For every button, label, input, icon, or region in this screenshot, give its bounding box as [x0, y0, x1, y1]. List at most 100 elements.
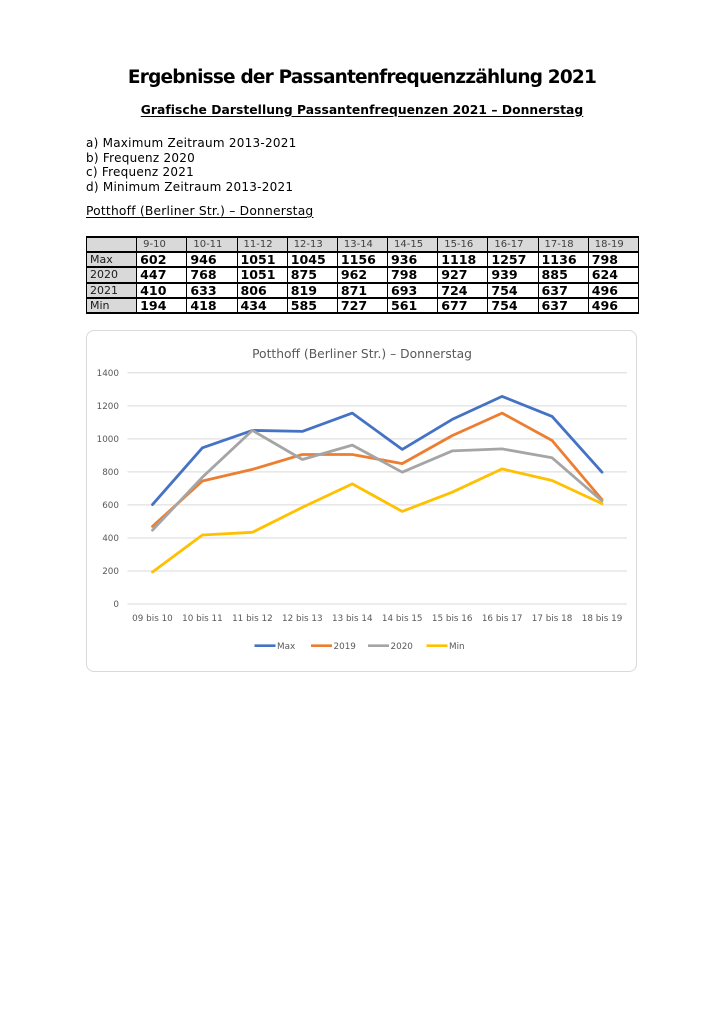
x-axis-tick-label: 09 bis 10	[132, 614, 173, 624]
table-row-label: Min	[85, 296, 138, 315]
table-cell: 939	[487, 266, 539, 284]
table-row-2020: 2020 447 768 1051 875 962 798 927 939 885 624	[85, 266, 640, 284]
chart-series-line-2020	[151, 429, 604, 532]
table-corner-cell	[85, 235, 138, 254]
table-cell: 585	[286, 296, 338, 315]
table-cell: 602	[136, 251, 188, 269]
table-cell: 768	[186, 266, 238, 284]
x-axis-tick-label: 16 bis 17	[482, 614, 523, 624]
series-description-list: a) Maximum Zeitraum 2013-2021 b) Frequen…	[86, 136, 297, 194]
table-column-header-14-15: 14-15	[387, 235, 439, 254]
table-cell: 962	[336, 266, 389, 284]
table-cell: 727	[336, 296, 389, 315]
table-cell: 447	[136, 266, 188, 284]
table-cell: 693	[387, 281, 439, 299]
table-cell: 1045	[286, 251, 338, 269]
table-cell: 1051	[236, 266, 288, 284]
table-cell: 496	[587, 296, 640, 315]
table-body: Max 602 946 1051 1045 1156 936 1118 1257 1136 798 2…	[85, 251, 640, 315]
x-axis-tick-label: 11 bis 12	[232, 614, 273, 624]
chart-title: Potthoff (Berliner Str.) – Donnerstag	[252, 347, 472, 361]
table-header-row: 9-10 10-11 11-12 12-13 13-14 14-15 15-16 16-17 1…	[85, 235, 640, 254]
table-cell: 806	[236, 281, 288, 299]
table-head: 9-10 10-11 11-12 12-13 13-14 14-15 15-16 16-17 1…	[85, 235, 640, 254]
table-row-label: 2021	[85, 281, 138, 299]
table-row-2021: 2021 410 633 806 819 871 693 724 754 637 496	[85, 281, 640, 299]
table-cell: 410	[136, 281, 188, 299]
y-axis-tick-label: 600	[102, 501, 119, 511]
x-axis-tick-label: 10 bis 11	[182, 614, 223, 624]
table-cell: 1257	[487, 251, 539, 269]
table-cell: 946	[186, 251, 238, 269]
table-cell: 754	[487, 296, 539, 315]
table-cell: 927	[437, 266, 489, 284]
list-item-c: c) Frequenz 2021	[86, 165, 195, 180]
y-axis-tick-label: 1000	[97, 435, 120, 445]
x-axis-tick-label: 18 bis 19	[582, 614, 623, 624]
y-axis-tick-label: 1200	[97, 402, 120, 412]
table-cell: 1156	[336, 251, 389, 269]
legend-label-2019: 2019	[334, 642, 356, 652]
table-cell: 885	[537, 266, 589, 284]
table-cell: 194	[136, 296, 188, 315]
chart-series-line-Max	[151, 395, 604, 507]
y-axis-tick-label: 800	[102, 468, 119, 478]
table-cell: 936	[387, 251, 439, 269]
table-row-label: Max	[85, 251, 138, 269]
legend-label-2020: 2020	[391, 642, 414, 652]
table-cell: 633	[186, 281, 238, 299]
table-cell: 434	[236, 296, 288, 315]
table-cell: 1118	[437, 251, 489, 269]
list-item-b: b) Frequenz 2020	[86, 150, 196, 165]
chart-series-line-Min	[151, 467, 604, 574]
x-axis-tick-label: 14 bis 15	[382, 614, 423, 624]
table-cell: 875	[286, 266, 338, 284]
list-item-a: a) Maximum Zeitraum 2013-2021	[86, 136, 297, 151]
table-cell: 1051	[236, 251, 288, 269]
table-cell: 798	[387, 266, 439, 284]
table-cell: 637	[537, 281, 589, 299]
list-item-d: d) Minimum Zeitraum 2013-2021	[86, 180, 294, 195]
table-row-Min: Min 194 418 434 585 727 561 677 754 637 496	[85, 296, 640, 315]
x-axis-tick-label: 12 bis 13	[282, 614, 323, 624]
table-cell: 624	[587, 266, 640, 284]
table-cell: 637	[537, 296, 589, 315]
table-cell: 561	[387, 296, 439, 315]
table-cell: 418	[186, 296, 238, 315]
table-column-header-13-14: 13-14	[336, 235, 389, 254]
legend-label-Max: Max	[277, 642, 295, 652]
table-column-header-11-12: 11-12	[236, 235, 288, 254]
y-axis-tick-label: 400	[102, 534, 119, 544]
table-column-header-12-13: 12-13	[286, 235, 338, 254]
line-chart: 0 200 400 600 800 1000 1200 1400 09 bis 10 10 bis…	[86, 330, 637, 672]
table-cell: 754	[487, 281, 539, 299]
table-column-header-15-16: 15-16	[437, 235, 489, 254]
y-axis-tick-label: 0	[113, 600, 119, 610]
table-cell: 798	[587, 251, 640, 269]
frequency-table: 9-10 10-11 11-12 12-13 13-14 14-15 15-16 16-17 1…	[85, 235, 640, 315]
legend-label-Min: Min	[449, 642, 465, 652]
table-cell: 496	[587, 281, 640, 299]
section-heading: Potthoff (Berliner Str.) – Donnerstag	[86, 204, 314, 218]
table-column-header-17-18: 17-18	[537, 235, 589, 254]
x-axis-tick-label: 13 bis 14	[332, 614, 373, 624]
table-row-Max: Max 602 946 1051 1045 1156 936 1118 1257 1136 798	[85, 251, 640, 269]
table-cell: 819	[286, 281, 338, 299]
table-cell: 871	[336, 281, 389, 299]
document-subtitle: Grafische Darstellung Passantenfrequenze…	[140, 102, 584, 117]
table-column-header-18-19: 18-19	[587, 235, 640, 254]
y-axis-tick-label: 1400	[97, 369, 120, 379]
x-axis-tick-label: 17 bis 18	[532, 614, 573, 624]
table-column-header-16-17: 16-17	[487, 235, 539, 254]
table-cell: 1136	[537, 251, 589, 269]
table-column-header-9-10: 9-10	[136, 235, 188, 254]
table-cell: 724	[437, 281, 489, 299]
x-axis-tick-label: 15 bis 16	[432, 614, 473, 624]
y-axis-tick-label: 200	[102, 567, 119, 577]
document-title: Ergebnisse der Passantenfrequenzzählung …	[127, 67, 597, 88]
table-cell: 677	[437, 296, 489, 315]
chart-canvas: 0 200 400 600 800 1000 1200 1400 09 bis 10 10 bis…	[97, 347, 627, 652]
table-column-header-10-11: 10-11	[186, 235, 238, 254]
table-row-label: 2020	[85, 266, 138, 284]
